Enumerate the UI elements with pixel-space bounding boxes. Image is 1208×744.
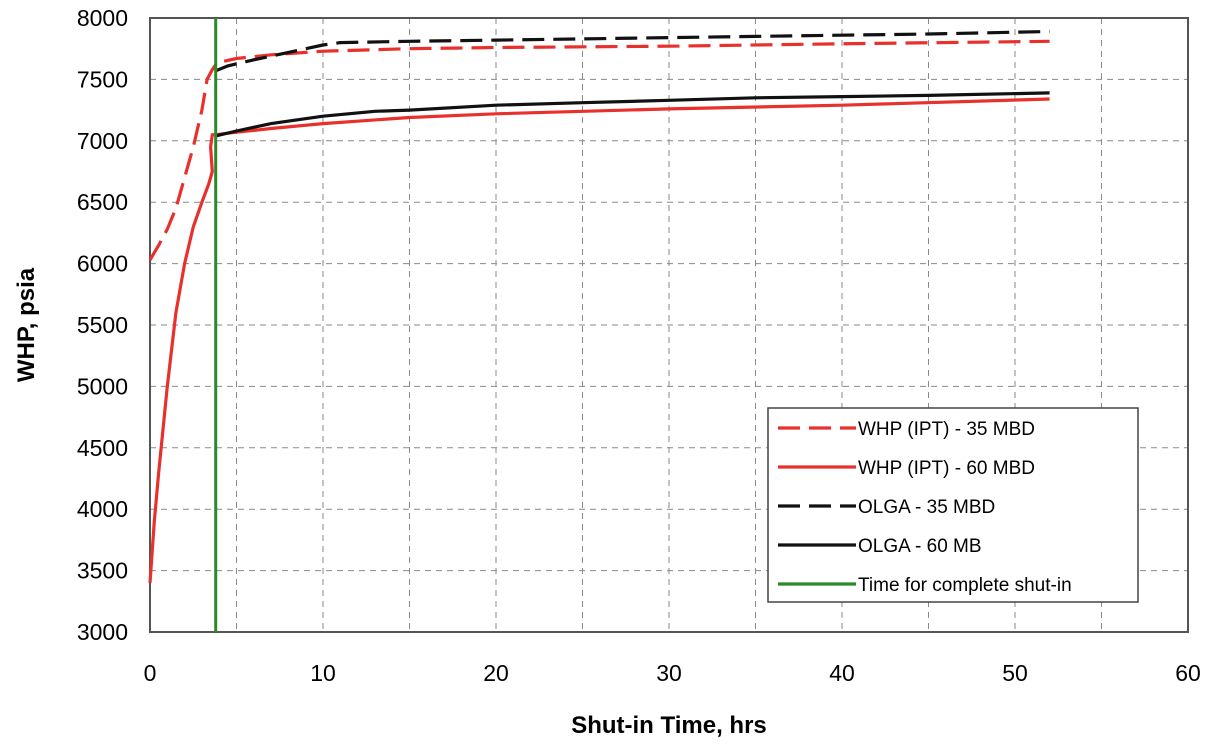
series-line-1 [148,39,1050,261]
legend: WHP (IPT) - 35 MBD WHP (IPT) - 60 MBD OLGA… [767,407,1139,603]
series-line-3 [215,29,1050,73]
y-tick-label: 3000 [77,619,128,645]
x-tick-label: 10 [310,660,336,686]
legend-label-2: WHP (IPT) - 60 MBD [858,458,1035,479]
plot-area-frame [149,17,1189,633]
x-tick-label: 20 [483,660,509,686]
y-tick-label: 4500 [77,435,128,461]
y-tick-label: 6500 [77,189,128,215]
x-axis-title: Shut-in Time, hrs [571,712,767,739]
series-layer [148,18,1050,632]
y-tick-label: 7000 [77,128,128,154]
series-line-2 [148,97,1050,584]
legend-label-1: WHP (IPT) - 35 MBD [858,419,1035,440]
y-tick-label: 4000 [77,496,128,522]
y-tick-label: 5000 [77,373,128,399]
x-tick-label: 40 [829,660,855,686]
legend-label-4: OLGA - 60 MB [858,536,982,557]
y-axis-tick-labels: 3000 3500 4000 4500 5000 5500 6000 6500 7000 7500… [77,5,128,645]
legend-label-5: Time for complete shut-in [858,575,1072,596]
y-axis-title: WHP, psia [13,267,40,382]
x-tick-label: 60 [1175,660,1201,686]
x-axis-tick-labels: 0 10 20 30 40 50 60 [144,660,1201,686]
y-tick-label: 6000 [77,251,128,277]
y-tick-label: 3500 [77,558,128,584]
y-tick-label: 5500 [77,312,128,338]
x-tick-label: 0 [144,660,157,686]
y-tick-label: 8000 [77,5,128,31]
series-line-4 [215,91,1050,138]
legend-label-3: OLGA - 35 MBD [858,497,995,518]
x-tick-label: 30 [656,660,682,686]
x-tick-label: 50 [1002,660,1028,686]
y-tick-label: 7500 [77,66,128,92]
